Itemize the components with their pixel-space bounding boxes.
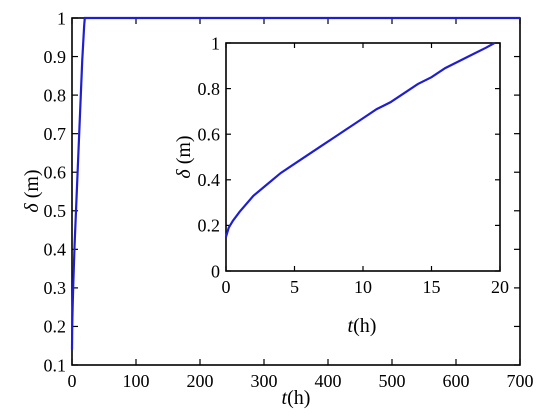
main-x-tick-label: 500: [379, 371, 406, 391]
inset-x-tick-label: 0: [222, 277, 231, 297]
main-y-tick-label: 0.8: [44, 85, 67, 105]
inset-y-axis-ticks: 0 0.2 0.4 0.6 0.8 1: [198, 33, 500, 281]
inset-y-tick-label: 0.2: [198, 216, 221, 236]
inset-x-tick-label: 10: [354, 277, 372, 297]
inset-series-line: [224, 42, 496, 238]
main-y-tick-label: 0.7: [44, 124, 67, 144]
inset-y-tick-label: 0.4: [198, 170, 221, 190]
inset-x-tick-label: 15: [423, 277, 441, 297]
main-x-tick-label: 200: [187, 371, 214, 391]
main-y-tick-label: 0.1: [44, 355, 67, 375]
main-x-tick-label: 100: [123, 371, 150, 391]
inset-y-tick-label: 1: [211, 33, 220, 53]
main-x-tick-label: 700: [507, 371, 534, 391]
main-y-axis-ticks: 0.1 0.2 0.3 0.4 0.5 0.6 0.7 0.8 0.9 1: [44, 8, 520, 375]
inset-y-tick-label: 0.6: [198, 125, 221, 145]
main-x-axis-label: t(h): [282, 387, 311, 409]
inset-y-tick-label: 0.8: [198, 79, 221, 99]
main-x-tick-label: 600: [443, 371, 470, 391]
inset-x-tick-label: 5: [290, 277, 299, 297]
inset-x-axis-ticks: 0 5 10 15 20: [222, 43, 509, 297]
main-x-tick-label: 400: [315, 371, 342, 391]
inset-x-axis-label: t(h): [348, 315, 377, 337]
inset-y-tick-label: 0: [211, 261, 220, 281]
main-y-tick-label: 0.6: [44, 163, 67, 183]
main-y-tick-label: 0.5: [44, 201, 67, 221]
main-x-axis-ticks: 0 100 200 300 400 500 600 700: [68, 18, 534, 391]
main-y-tick-label: 0.4: [44, 240, 67, 260]
inset-plot-background: [226, 43, 500, 271]
main-series-line: [70, 16, 520, 350]
main-y-tick-label: 0.9: [44, 47, 67, 67]
main-y-tick-label: 0.2: [44, 317, 67, 337]
inset-y-axis-label: δ (m): [173, 135, 195, 178]
main-y-axis-label: δ (m): [21, 169, 43, 212]
main-x-tick-label: 0: [68, 371, 77, 391]
main-y-tick-label: 0.3: [44, 278, 67, 298]
inset-x-tick-label: 20: [491, 277, 509, 297]
main-y-tick-label: 1: [57, 8, 66, 28]
main-x-tick-label: 300: [251, 371, 278, 391]
